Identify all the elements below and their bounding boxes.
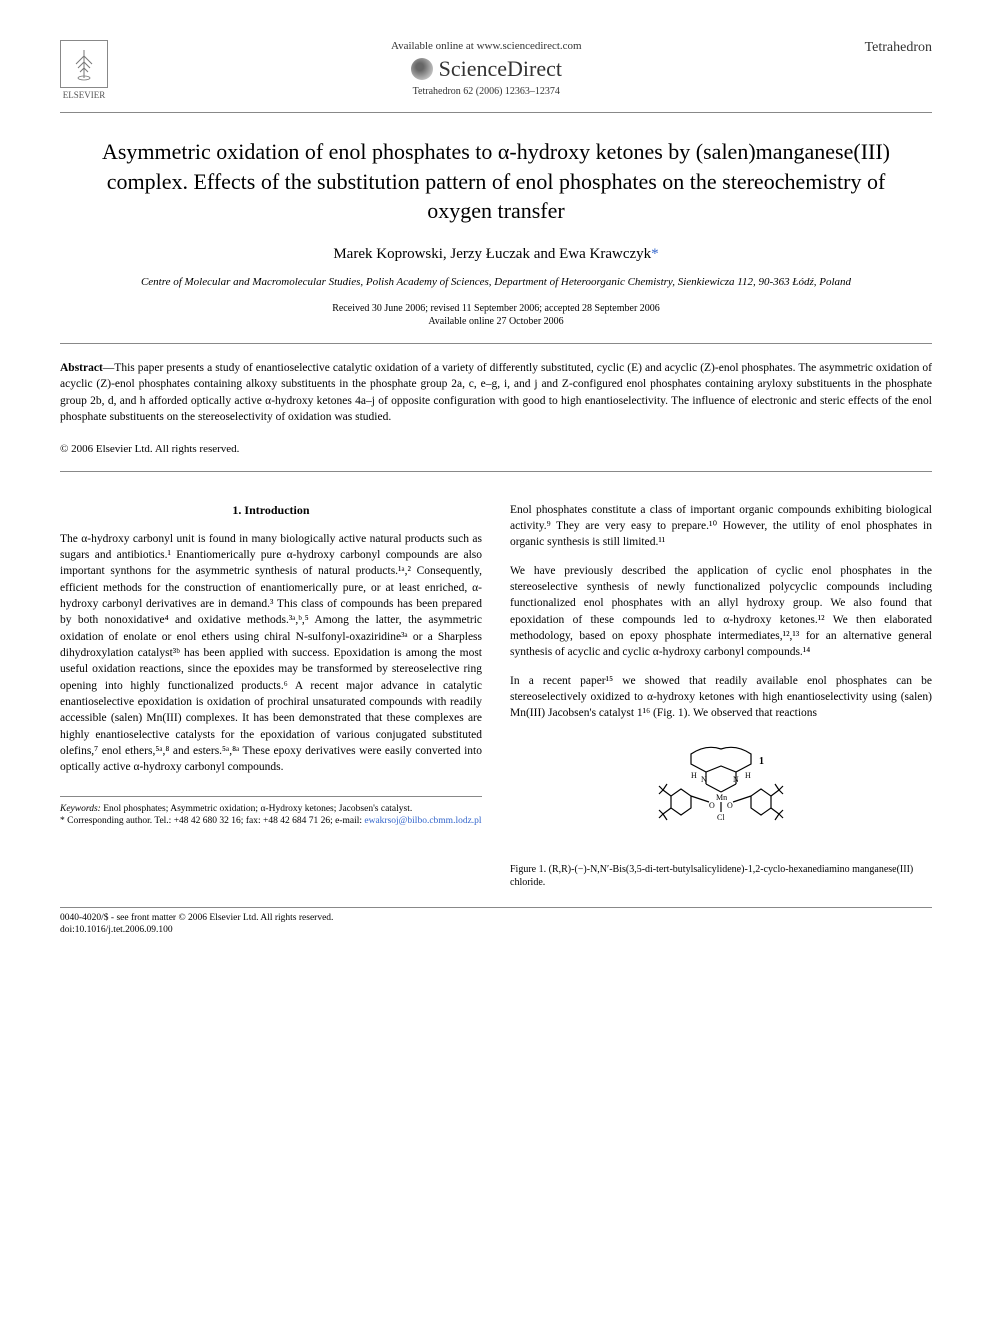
available-online-text: Available online at www.sciencedirect.co… xyxy=(108,40,865,52)
body-columns: 1. Introduction The α-hydroxy carbonyl u… xyxy=(60,502,932,895)
keywords-text: Enol phosphates; Asymmetric oxidation; α… xyxy=(103,804,412,814)
left-para-1: The α-hydroxy carbonyl unit is found in … xyxy=(60,531,482,776)
svg-text:H: H xyxy=(745,771,751,780)
publisher-label: ELSEVIER xyxy=(63,90,106,100)
corresp-text: Tel.: +48 42 680 32 16; fax: +48 42 684 … xyxy=(154,816,362,826)
divider-bottom xyxy=(60,471,932,472)
left-column: 1. Introduction The α-hydroxy carbonyl u… xyxy=(60,502,482,895)
svg-text:N: N xyxy=(733,775,739,784)
svg-text:O: O xyxy=(727,801,733,810)
svg-text:N: N xyxy=(701,775,707,784)
authors-names: Marek Koprowski, Jerzy Łuczak and Ewa Kr… xyxy=(333,246,651,262)
corresp-email[interactable]: ewakrsoj@bilbo.cbmm.lodz.pl xyxy=(364,816,481,826)
front-matter-line: 0040-4020/$ - see front matter © 2006 El… xyxy=(60,912,932,924)
publisher-logo: ELSEVIER xyxy=(60,40,108,100)
svg-text:1: 1 xyxy=(759,756,764,767)
affiliation: Centre of Molecular and Macromolecular S… xyxy=(120,275,872,289)
header-center: Available online at www.sciencedirect.co… xyxy=(108,40,865,97)
copyright-line: © 2006 Elsevier Ltd. All rights reserved… xyxy=(60,443,932,455)
chemical-structure-icon: N N Mn Cl O O H xyxy=(621,734,821,854)
article-title: Asymmetric oxidation of enol phosphates … xyxy=(100,137,892,226)
section-1-heading: 1. Introduction xyxy=(60,502,482,519)
elsevier-tree-icon xyxy=(60,40,108,88)
svg-text:H: H xyxy=(691,771,697,780)
header-bar: ELSEVIER Available online at www.science… xyxy=(60,40,932,113)
svg-text:Mn: Mn xyxy=(716,793,727,802)
authors-line: Marek Koprowski, Jerzy Łuczak and Ewa Kr… xyxy=(60,246,932,263)
figure-1: N N Mn Cl O O H xyxy=(510,734,932,889)
bottom-line: 0040-4020/$ - see front matter © 2006 El… xyxy=(60,907,932,937)
citation-line: Tetrahedron 62 (2006) 12363–12374 xyxy=(108,86,865,97)
dates-line2: Available online 27 October 2006 xyxy=(60,316,932,327)
right-para-1: Enol phosphates constitute a class of im… xyxy=(510,502,932,551)
abstract-text: —This paper presents a study of enantios… xyxy=(60,362,932,422)
corresp-label: * Corresponding author. xyxy=(60,816,152,826)
divider-top xyxy=(60,343,932,344)
sciencedirect-swirl-icon xyxy=(411,58,433,80)
right-para-2: We have previously described the applica… xyxy=(510,563,932,661)
doi-line: doi:10.1016/j.tet.2006.09.100 xyxy=(60,924,932,936)
dates-line1: Received 30 June 2006; revised 11 Septem… xyxy=(60,303,932,314)
svg-text:O: O xyxy=(709,801,715,810)
keywords-label: Keywords: xyxy=(60,804,101,814)
abstract-block: Abstract—This paper presents a study of … xyxy=(60,360,932,424)
svg-text:Cl: Cl xyxy=(717,813,725,822)
footnotes-block: Keywords: Enol phosphates; Asymmetric ox… xyxy=(60,796,482,828)
figure-1-caption: Figure 1. (R,R)-(−)-N,N′-Bis(3,5-di-tert… xyxy=(510,863,932,889)
keywords-line: Keywords: Enol phosphates; Asymmetric ox… xyxy=(60,803,482,815)
right-column: Enol phosphates constitute a class of im… xyxy=(510,502,932,895)
abstract-label: Abstract xyxy=(60,362,103,374)
sciencedirect-logo: ScienceDirect xyxy=(108,56,865,82)
platform-name: ScienceDirect xyxy=(439,56,562,82)
corresponding-author-mark: * xyxy=(651,246,659,262)
right-para-3: In a recent paper¹⁵ we showed that readi… xyxy=(510,673,932,722)
corresponding-author-line: * Corresponding author. Tel.: +48 42 680… xyxy=(60,815,482,827)
journal-name: Tetrahedron xyxy=(865,40,932,56)
